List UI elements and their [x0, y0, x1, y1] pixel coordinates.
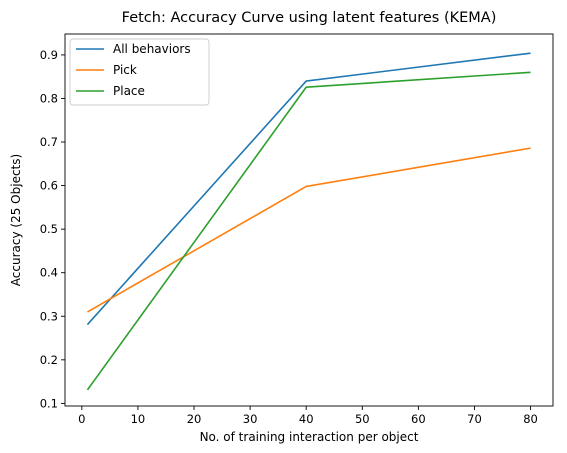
y-tick-label: 0.2 — [40, 353, 58, 367]
x-axis: 0 10 20 30 40 50 60 70 80 — [78, 406, 538, 426]
x-tick-label: 70 — [467, 412, 482, 426]
legend: All behaviors Pick Place — [69, 38, 210, 106]
chart-title: Fetch: Accuracy Curve using latent featu… — [122, 10, 497, 26]
x-tick-label: 80 — [523, 412, 538, 426]
y-tick-label: 0.6 — [40, 179, 58, 193]
legend-label-all-behaviors: All behaviors — [113, 42, 191, 56]
y-tick-label: 0.5 — [40, 222, 58, 236]
series-line-all-behaviors — [86, 52, 531, 326]
y-tick-label: 0.1 — [40, 396, 58, 410]
plot-frame — [64, 33, 554, 407]
series-line-place — [86, 71, 531, 391]
legend-label-place: Place — [113, 84, 145, 98]
x-tick-label: 20 — [187, 412, 202, 426]
y-tick-label: 0.4 — [40, 266, 58, 280]
x-tick-label: 0 — [78, 412, 85, 426]
y-tick-label: 0.9 — [40, 48, 58, 62]
x-tick-label: 30 — [243, 412, 258, 426]
x-tick-label: 50 — [355, 412, 370, 426]
legend-label-pick: Pick — [113, 63, 137, 77]
y-axis: 0.1 0.2 0.3 0.4 0.5 0.6 0.7 0.8 0.9 — [40, 48, 65, 410]
x-axis-label: No. of training interaction per object — [200, 430, 419, 444]
series-layer — [86, 52, 531, 391]
y-axis-label: Accuracy (25 Objects) — [9, 154, 23, 286]
legend-box — [69, 38, 210, 106]
series-line-pick — [87, 147, 531, 313]
x-tick-label: 40 — [299, 412, 314, 426]
x-tick-label: 10 — [131, 412, 146, 426]
y-tick-label: 0.8 — [40, 91, 58, 105]
y-tick-label: 0.3 — [40, 309, 58, 323]
x-tick-label: 60 — [411, 412, 426, 426]
y-tick-label: 0.7 — [40, 135, 58, 149]
